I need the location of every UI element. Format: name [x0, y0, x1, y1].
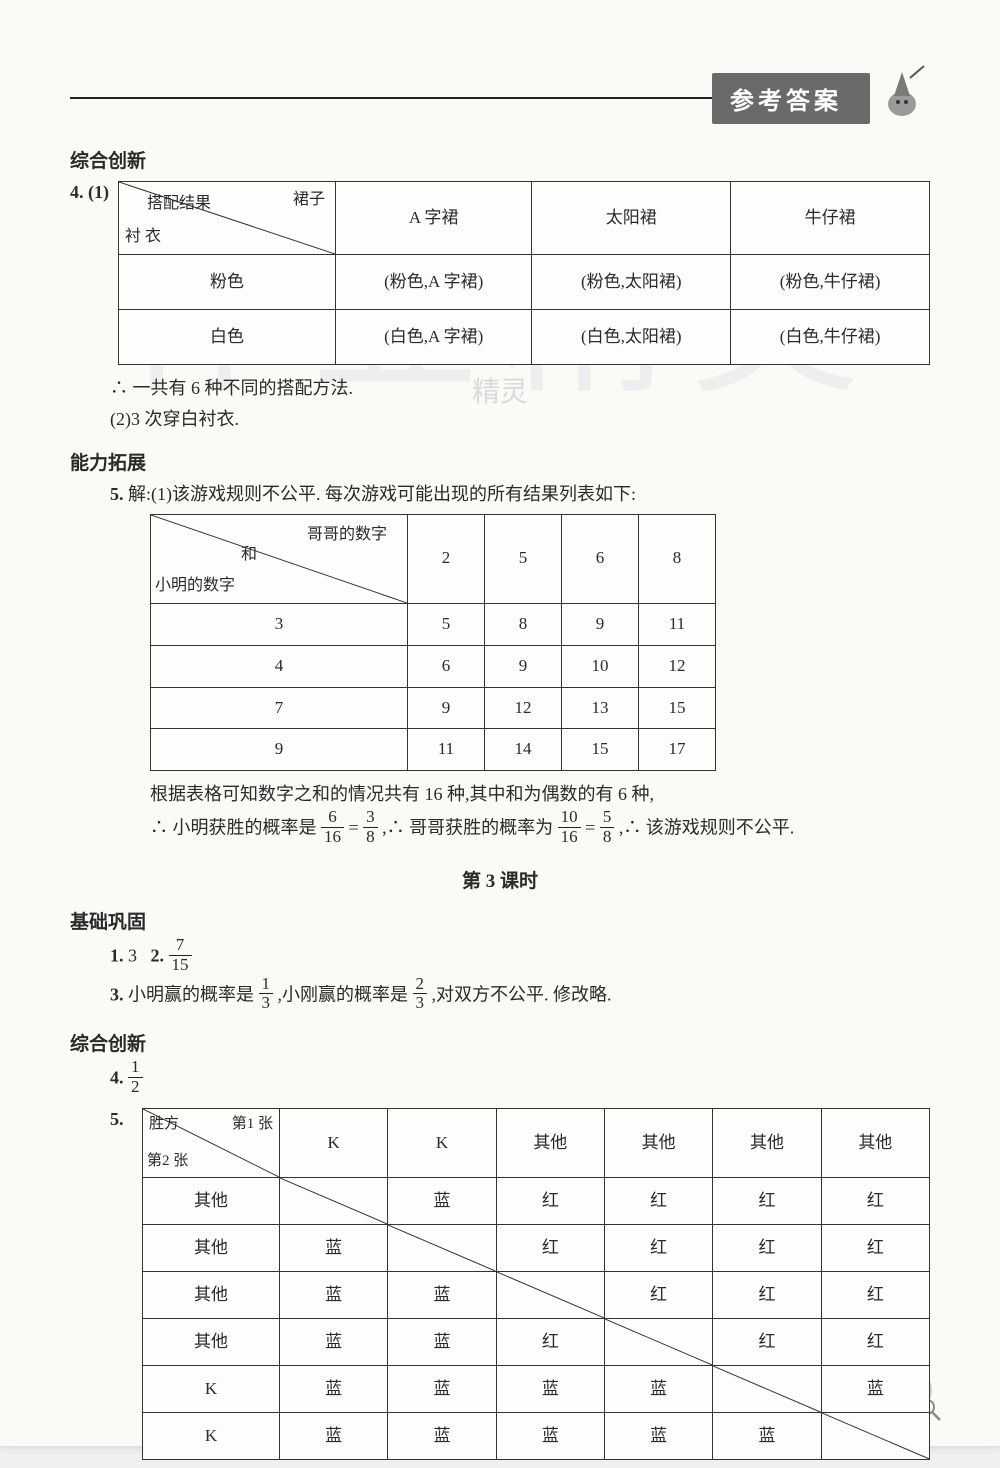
- fraction: 715: [169, 936, 192, 974]
- q4-conclusion: ∴ 一共有 6 种不同的搭配方法.: [110, 373, 930, 404]
- table-q4: 裙子 搭配结果 衬 衣 A 字裙 太阳裙 牛仔裙 粉色 (粉色,A 字裙) (粉…: [118, 181, 930, 365]
- col-header: K: [388, 1109, 496, 1178]
- table-row: K蓝蓝蓝蓝蓝: [143, 1366, 930, 1413]
- col-header: A 字裙: [336, 182, 532, 255]
- section-title-basic: 基础巩固: [70, 907, 930, 934]
- q5-analysis1: 根据表格可知数字之和的情况共有 16 种,其中和为偶数的有 6 种,: [150, 779, 930, 810]
- col-header: 其他: [604, 1109, 712, 1178]
- fraction: 23: [413, 975, 428, 1013]
- fraction: 58: [600, 808, 615, 846]
- table-row: 其他蓝蓝红红红: [143, 1272, 930, 1319]
- header: 参考答案: [70, 70, 930, 126]
- mascot-icon: [874, 64, 930, 120]
- table-row: 粉色 (粉色,A 字裙) (粉色,太阳裙) (粉色,牛仔裙): [119, 255, 930, 310]
- section-title-nengli: 能力拓展: [70, 448, 930, 475]
- fraction: 12: [128, 1058, 143, 1096]
- q5b-row: 5. 第1 张胜方第2 张KK其他其他其他其他其他蓝红红红红其他蓝红红红红其他蓝…: [110, 1104, 930, 1468]
- diag-cell-q5b: 第1 张胜方第2 张: [143, 1109, 280, 1178]
- section-title-zonghe2: 综合创新: [70, 1029, 930, 1056]
- q4-row: 4. (1) 裙子 搭配结果 衬 衣 A 字裙 太阳裙 牛仔裙: [70, 177, 930, 373]
- table-row: 4691012: [151, 645, 716, 687]
- section-title-zonghe1: 综合创新: [70, 146, 930, 173]
- q1-q2-line: 1. 3 2. 715: [110, 938, 930, 976]
- q4-part2: (2)3 次穿白衬衣.: [110, 404, 930, 435]
- page: 作业精灵 作业精灵 参考答案 综合创新 4. (1) 裙子 搭配结果: [0, 0, 1000, 1446]
- fraction: 616: [321, 808, 344, 846]
- diag-cell-q5: 哥哥的数字 和 小明的数字: [151, 514, 408, 603]
- fraction: 1016: [558, 808, 581, 846]
- diag-cell-q4: 裙子 搭配结果 衬 衣: [119, 182, 336, 255]
- q3-line: 3. 小明赢的概率是 13 ,小刚赢的概率是 23 ,对双方不公平. 修改略.: [110, 977, 930, 1015]
- col-header: 太阳裙: [532, 182, 731, 255]
- q5-intro: 5. 解:(1)该游戏规则不公平. 每次游戏可能出现的所有结果列表如下:: [110, 479, 930, 510]
- table-row: K蓝蓝蓝蓝蓝: [143, 1413, 930, 1460]
- lesson-title: 第 3 课时: [70, 866, 930, 893]
- table-row: 白色 (白色,A 字裙) (白色,太阳裙) (白色,牛仔裙): [119, 310, 930, 365]
- table-row: 其他蓝红红红红: [143, 1178, 930, 1225]
- table-row: 其他蓝蓝红红红: [143, 1319, 930, 1366]
- q5-analysis2: ∴ 小明获胜的概率是 616 = 38 ,∴ 哥哥获胜的概率为 1016 = 5…: [150, 810, 930, 848]
- table-row: 358911: [151, 603, 716, 645]
- col-header: 牛仔裙: [731, 182, 930, 255]
- fraction: 13: [259, 975, 274, 1013]
- col-header: 其他: [821, 1109, 929, 1178]
- q4-label: 4. (1): [70, 177, 118, 208]
- col-header: 其他: [496, 1109, 604, 1178]
- table-q5b: 第1 张胜方第2 张KK其他其他其他其他其他蓝红红红红其他蓝红红红红其他蓝蓝红红…: [142, 1108, 930, 1460]
- header-badge: 参考答案: [712, 73, 870, 124]
- col-header: 其他: [713, 1109, 821, 1178]
- fraction: 38: [363, 808, 378, 846]
- table-row: 其他蓝红红红红: [143, 1225, 930, 1272]
- table-row: 79121315: [151, 687, 716, 729]
- table-row: 911141517: [151, 729, 716, 771]
- header-line: [70, 97, 714, 100]
- col-header: K: [280, 1109, 388, 1178]
- table-q5: 哥哥的数字 和 小明的数字 2 5 6 8 358911 4691012 791…: [150, 514, 716, 772]
- q4b-line: 4. 12: [110, 1060, 930, 1098]
